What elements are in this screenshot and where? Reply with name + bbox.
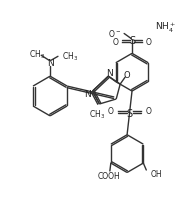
Text: O: O bbox=[124, 70, 130, 79]
Text: =: = bbox=[118, 108, 125, 117]
Text: O$^-$: O$^-$ bbox=[108, 28, 121, 39]
Text: =: = bbox=[119, 108, 126, 117]
Text: N: N bbox=[84, 89, 91, 98]
Text: O: O bbox=[146, 38, 152, 47]
Text: N: N bbox=[47, 58, 54, 67]
Text: CH$_3$: CH$_3$ bbox=[89, 108, 106, 121]
Text: S: S bbox=[129, 36, 135, 46]
Text: NH$_4^+$: NH$_4^+$ bbox=[155, 20, 176, 34]
Text: OH: OH bbox=[150, 170, 162, 179]
Text: O: O bbox=[112, 38, 118, 47]
Text: COOH: COOH bbox=[98, 172, 120, 181]
Text: =: = bbox=[134, 108, 141, 117]
Text: S: S bbox=[126, 108, 133, 118]
Text: O: O bbox=[145, 107, 151, 116]
Text: CH$_3$: CH$_3$ bbox=[62, 50, 78, 62]
Text: =: = bbox=[133, 108, 140, 117]
Text: O: O bbox=[108, 107, 114, 116]
Text: CH$_3$: CH$_3$ bbox=[29, 48, 45, 60]
Text: N: N bbox=[106, 68, 113, 77]
